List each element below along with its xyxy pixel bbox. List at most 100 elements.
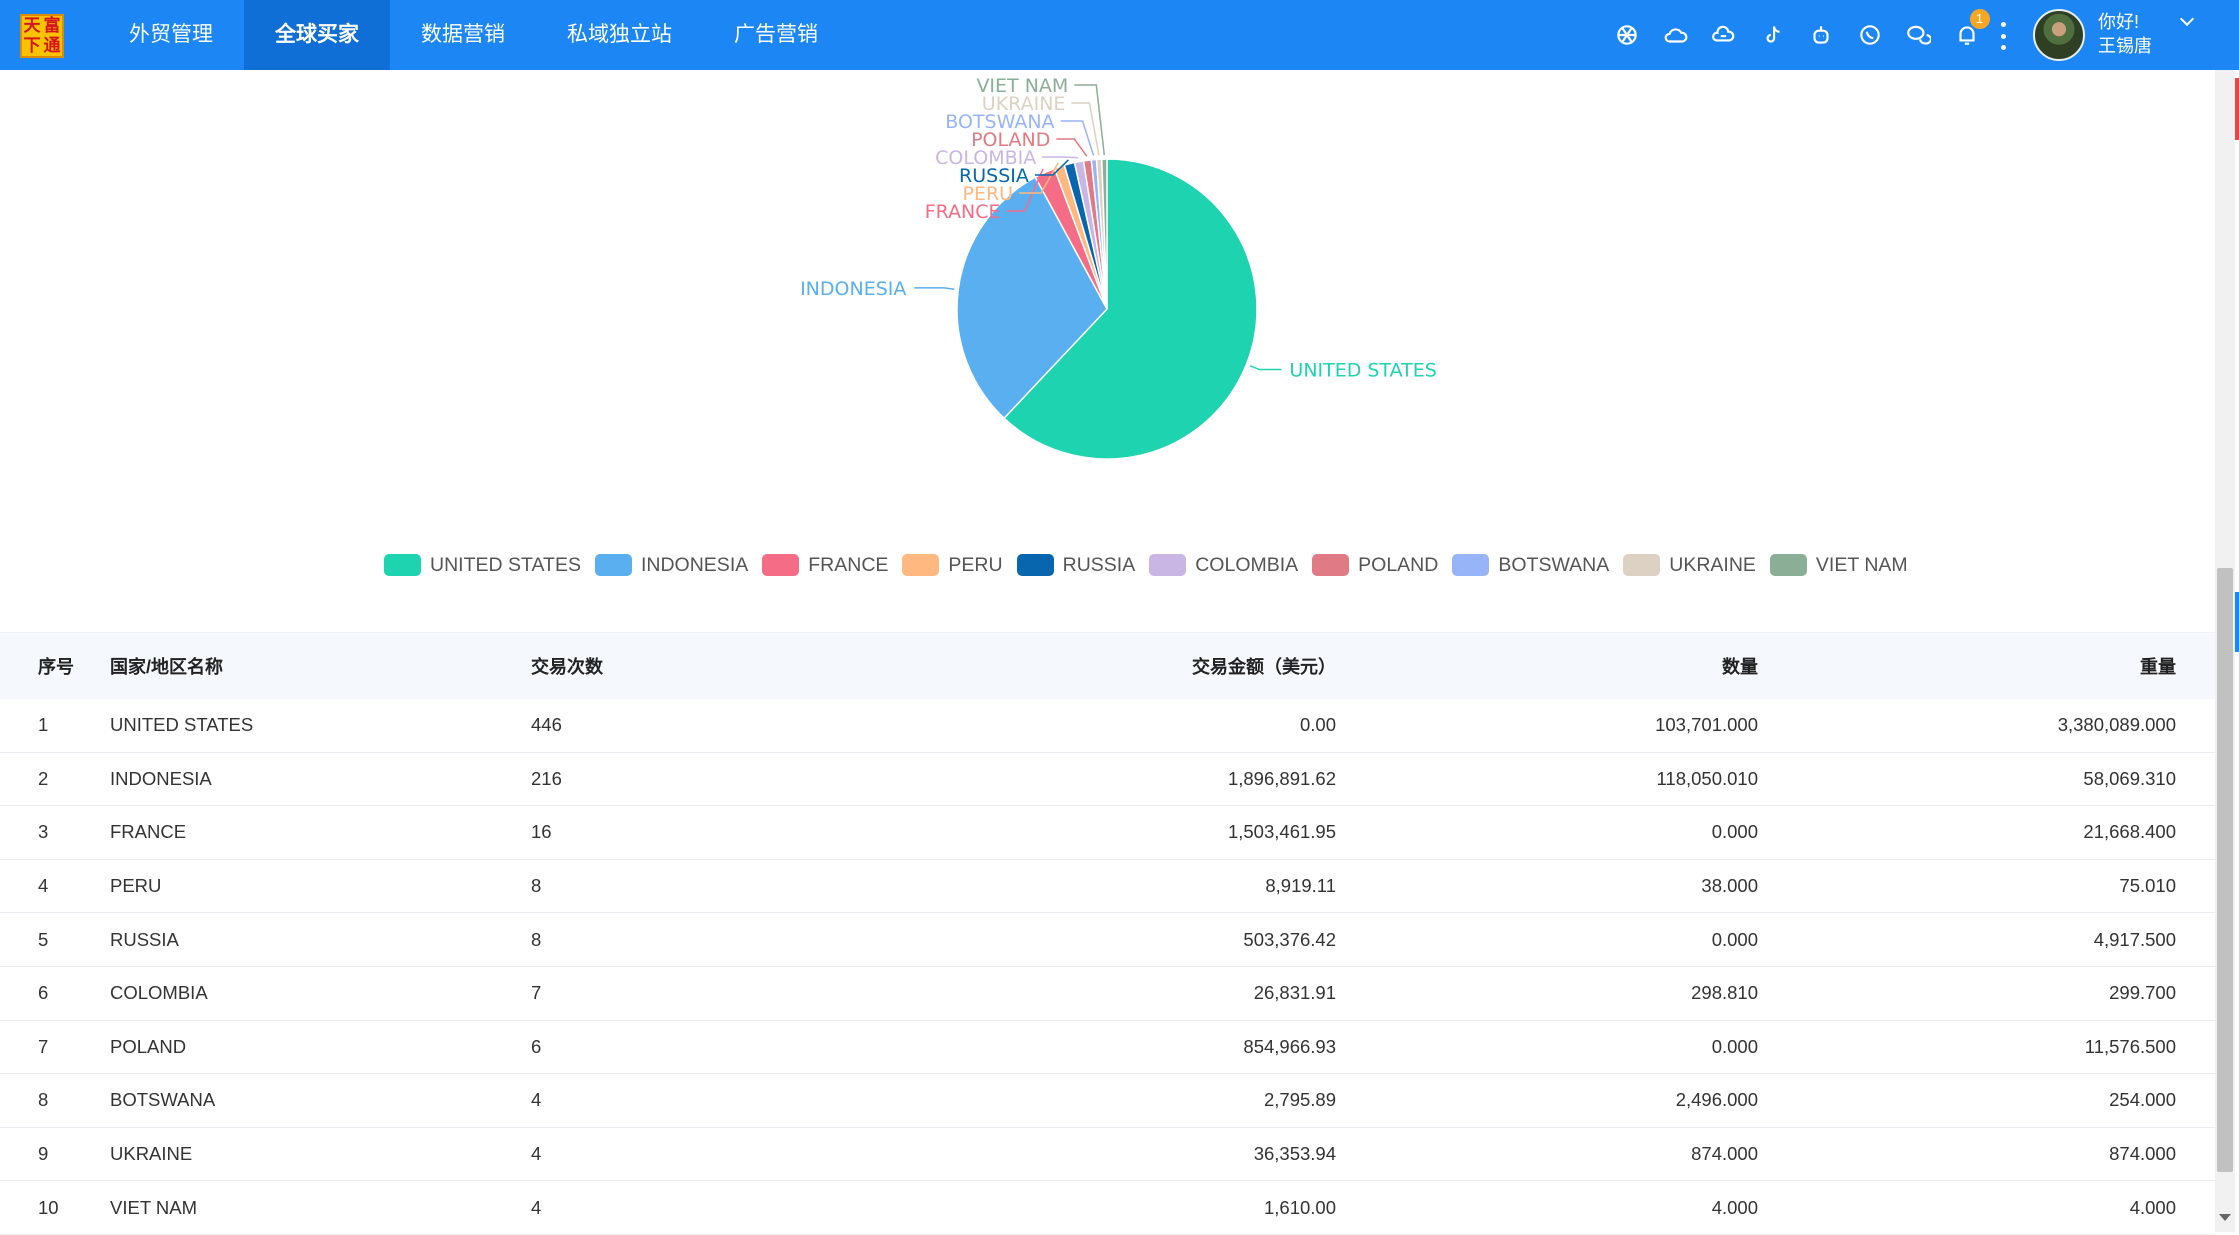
toolbar-icons: 1 (1610, 9, 1998, 54)
legend-item[interactable]: COLOMBIA (1149, 554, 1298, 577)
scroll-down-arrow-icon[interactable] (2219, 1214, 2231, 1221)
cell-country: UNITED STATES (110, 714, 254, 736)
legend-swatch (1452, 554, 1490, 576)
legend-item[interactable]: POLAND (1312, 554, 1438, 577)
cell-amount: 8,919.11 (1265, 875, 1336, 897)
legend-item[interactable]: BOTSWANA (1452, 554, 1609, 577)
cell-country: INDONESIA (110, 767, 212, 789)
cell-transactions: 4 (531, 1143, 542, 1165)
legend-item[interactable]: UNITED STATES (384, 554, 581, 577)
scrollbar-thumb[interactable] (2217, 568, 2233, 1172)
cloud-icon[interactable] (1659, 18, 1693, 52)
cell-weight: 75.010 (2119, 875, 2176, 897)
avatar[interactable] (2033, 9, 2085, 61)
cell-weight: 3,380,089.000 (2057, 714, 2176, 736)
bell-icon[interactable]: 1 (1950, 9, 1990, 52)
pie-slice[interactable] (1100, 158, 1108, 310)
cell-index: 10 (38, 1196, 59, 1218)
slice-label: UNITED STATES (1289, 360, 1436, 382)
tiktok-icon[interactable] (1756, 18, 1790, 52)
cell-transactions: 4 (531, 1089, 542, 1111)
cell-amount: 36,353.94 (1253, 1143, 1336, 1165)
cell-quantity: 2,496.000 (1675, 1089, 1758, 1111)
slice-label: BOTSWANA (945, 111, 1054, 133)
cell-country: RUSSIA (110, 928, 179, 950)
cell-transactions: 8 (531, 928, 542, 950)
logo-char: 下 (23, 36, 41, 56)
nav-item-foreign-trade[interactable]: 外贸管理 (129, 23, 213, 46)
chart-legend: UNITED STATES INDONESIA FRANCE PERU RUSSIA CO… (384, 550, 1922, 580)
cell-amount: 1,503,461.95 (1227, 821, 1336, 843)
col-header-transactions: 交易次数 (531, 657, 603, 677)
table-row[interactable]: 4 PERU 8 8,919.11 38.000 75.010 (0, 860, 2215, 914)
table-row[interactable]: 7 POLAND 6 854,966.93 0.000 11,576.500 (0, 1021, 2215, 1075)
pie-slice[interactable] (1003, 158, 1258, 460)
slice-label: POLAND (971, 129, 1050, 151)
legend-swatch (1016, 554, 1054, 576)
cell-amount: 0.00 (1299, 714, 1336, 736)
table-row[interactable]: 6 COLOMBIA 7 26,831.91 298.810 299.700 (0, 967, 2215, 1021)
wechat-icon[interactable] (1901, 18, 1935, 52)
main-nav: 外贸管理 全球买家 数据营销 私域独立站 广告营销 (98, 0, 849, 70)
table-row[interactable]: 3 FRANCE 16 1,503,461.95 0.000 21,668.400 (0, 806, 2215, 860)
message-cloud-icon[interactable] (1707, 18, 1741, 52)
cell-country: COLOMBIA (110, 982, 208, 1004)
cell-quantity: 0.000 (1711, 821, 1758, 843)
table-row[interactable]: 9 UKRAINE 4 36,353.94 874.000 874.000 (0, 1128, 2215, 1182)
brand-logo[interactable]: 天 富 下 通 (20, 14, 64, 58)
cell-quantity: 38.000 (1701, 875, 1758, 897)
openai-icon[interactable] (1610, 18, 1644, 52)
cell-country: PERU (110, 875, 162, 897)
nav-item-private-site[interactable]: 私域独立站 (567, 23, 672, 46)
whatsapp-icon[interactable] (1853, 18, 1887, 52)
leader-line (914, 287, 955, 290)
col-header-weight: 重量 (2140, 657, 2176, 677)
table-row[interactable]: 8 BOTSWANA 4 2,795.89 2,496.000 254.000 (0, 1074, 2215, 1128)
table-row[interactable]: 2 INDONESIA 216 1,896,891.62 118,050.010 58,0… (0, 753, 2215, 807)
table-body: 1 UNITED STATES 446 0.00 103,701.000 3,380,08… (0, 699, 2215, 1235)
slice-label: PERU (962, 183, 1013, 205)
chevron-down-icon[interactable] (2179, 11, 2195, 27)
leader-line (1060, 120, 1095, 156)
cell-amount: 854,966.93 (1243, 1035, 1336, 1057)
cell-transactions: 6 (531, 1035, 542, 1057)
cell-weight: 874.000 (2109, 1143, 2176, 1165)
nav-item-global-buyers[interactable]: 全球买家 (244, 0, 390, 70)
table-row[interactable]: 5 RUSSIA 8 503,376.42 0.000 4,917.500 (0, 913, 2215, 967)
cell-transactions: 216 (531, 767, 562, 789)
legend-label: COLOMBIA (1195, 553, 1299, 576)
more-vertical-icon[interactable] (1995, 22, 2011, 50)
cell-country: UKRAINE (110, 1143, 193, 1165)
slice-label: VIET NAM (976, 75, 1068, 97)
table-header-row: 序号 国家/地区名称 交易次数 交易金额（美元） 数量 重量 (0, 632, 2215, 699)
leader-line (1042, 156, 1079, 159)
cell-quantity: 298.810 (1691, 982, 1758, 1004)
legend-swatch (1623, 554, 1661, 576)
col-header-country: 国家/地区名称 (110, 657, 224, 677)
legend-swatch (762, 554, 800, 576)
legend-item[interactable]: UKRAINE (1623, 554, 1756, 577)
legend-item[interactable]: PERU (902, 554, 1003, 577)
cell-weight: 21,668.400 (2083, 821, 2176, 843)
legend-item[interactable]: VIET NAM (1769, 554, 1908, 577)
nav-item-ad-marketing[interactable]: 广告营销 (734, 23, 818, 46)
logo-char: 天 (23, 16, 41, 36)
cell-country: POLAND (110, 1035, 187, 1057)
table-row[interactable]: 10 VIET NAM 4 1,610.00 4.000 4.000 (0, 1181, 2215, 1235)
table-row[interactable]: 1 UNITED STATES 446 0.00 103,701.000 3,380,08… (0, 699, 2215, 753)
legend-item[interactable]: RUSSIA (1016, 554, 1135, 577)
pie-slice[interactable] (956, 176, 1108, 420)
user-greeting-block[interactable]: 你好! 王锡唐 (2098, 10, 2152, 58)
cell-country: FRANCE (110, 821, 187, 843)
cell-amount: 1,610.00 (1263, 1196, 1336, 1218)
cell-weight: 58,069.310 (2083, 767, 2176, 789)
leader-line (1249, 365, 1282, 371)
cell-weight: 254.000 (2109, 1089, 2176, 1111)
legend-label: FRANCE (808, 553, 889, 576)
leader-line (1019, 162, 1059, 194)
legend-item[interactable]: INDONESIA (594, 554, 748, 577)
greeting-text: 你好! (2098, 12, 2140, 32)
bot-icon[interactable] (1804, 18, 1838, 52)
legend-item[interactable]: FRANCE (762, 554, 888, 577)
nav-item-data-marketing[interactable]: 数据营销 (421, 23, 505, 46)
